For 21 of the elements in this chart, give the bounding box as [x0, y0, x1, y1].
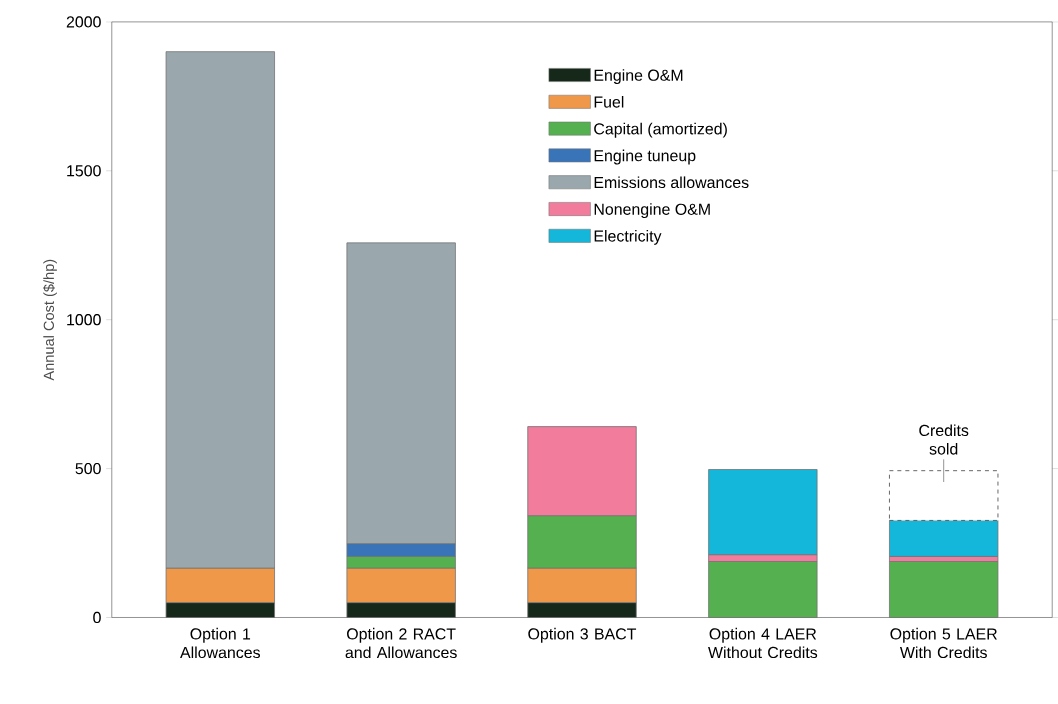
x-tick-label: Option 4 LAER Without Credits: [708, 627, 818, 658]
legend-label: Engine O&M: [594, 69, 683, 84]
bar: [889, 560, 999, 618]
bar: [889, 470, 999, 521]
y-tick-label: 1000: [67, 313, 101, 326]
y-tick-label: 500: [75, 462, 101, 475]
legend-label: Capital (amortized): [594, 122, 727, 138]
y-tick-label: 1500: [67, 164, 101, 177]
legend-label: Fuel: [594, 95, 624, 108]
legend-label: Emissions allowances: [594, 176, 749, 188]
legend-label: Engine tuneup: [594, 149, 696, 165]
x-tick-label: Option 5 LAER With Credits: [890, 627, 997, 658]
y-tick-label: 0: [93, 611, 101, 623]
x-tick-label: Option 2 RACT and Allowances: [345, 627, 457, 658]
legend-label: Nonengine O&M: [594, 203, 710, 218]
y-axis-title: Annual Cost ($/hp): [43, 259, 57, 381]
x-tick-label: Option 1 Allowances: [180, 627, 260, 658]
x-tick-label: Option 3 BACT: [528, 627, 637, 643]
y-tick-label: 2000: [66, 16, 101, 28]
annotation: Credits sold: [919, 424, 969, 455]
legend-label: Electricity: [594, 229, 662, 245]
